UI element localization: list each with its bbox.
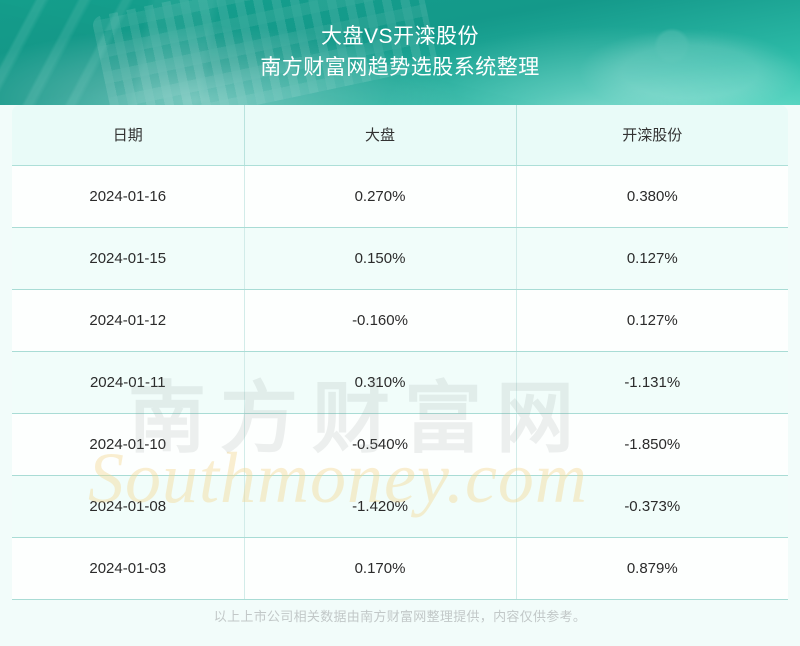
cell-stock: 0.127%: [516, 227, 788, 290]
cell-market: -0.540%: [244, 413, 517, 476]
table-row: 2024-01-10 -0.540% -1.850%: [12, 413, 788, 476]
cell-date: 2024-01-12: [12, 289, 245, 352]
cell-market: -1.420%: [244, 475, 517, 538]
page-subtitle: 南方财富网趋势选股系统整理: [260, 56, 540, 79]
table-row: 2024-01-15 0.150% 0.127%: [12, 227, 788, 290]
cell-date: 2024-01-10: [12, 413, 245, 476]
cell-stock: -1.131%: [516, 351, 788, 414]
cell-stock: -1.850%: [516, 413, 788, 476]
column-header-date: 日期: [12, 105, 245, 166]
table-row: 2024-01-03 0.170% 0.879%: [12, 537, 788, 600]
cell-market: 0.270%: [244, 165, 517, 228]
cell-date: 2024-01-15: [12, 227, 245, 290]
table-header: 日期 大盘 开滦股份: [12, 105, 788, 166]
table-row: 2024-01-08 -1.420% -0.373%: [12, 475, 788, 538]
cell-market: -0.160%: [244, 289, 517, 352]
data-table-container: 日期 大盘 开滦股份 2024-01-16 0.270% 0.380% 2024-01…: [0, 105, 800, 600]
header-texture-overlay: [0, 0, 800, 105]
cell-date: 2024-01-11: [12, 351, 245, 414]
cell-market: 0.310%: [244, 351, 517, 414]
table-header-row: 日期 大盘 开滦股份: [12, 105, 788, 166]
cell-stock: 0.127%: [516, 289, 788, 352]
table-row: 2024-01-11 0.310% -1.131%: [12, 351, 788, 414]
cell-date: 2024-01-16: [12, 165, 245, 228]
cell-market: 0.170%: [244, 537, 517, 600]
table-row: 2024-01-12 -0.160% 0.127%: [12, 289, 788, 352]
cell-stock: 0.879%: [516, 537, 788, 600]
cell-stock: -0.373%: [516, 475, 788, 538]
column-header-market: 大盘: [244, 105, 517, 166]
cell-date: 2024-01-03: [12, 537, 245, 600]
page-title-block: 大盘VS开滦股份 南方财富网趋势选股系统整理: [0, 0, 800, 84]
footer-disclaimer: 以上上市公司相关数据由南方财富网整理提供，内容仅供参考。: [213, 609, 587, 624]
table-row: 2024-01-16 0.270% 0.380%: [12, 165, 788, 228]
column-header-stock: 开滦股份: [516, 105, 788, 166]
stock-comparison-table: 日期 大盘 开滦股份 2024-01-16 0.270% 0.380% 2024-01…: [12, 105, 788, 600]
cell-date: 2024-01-08: [12, 475, 245, 538]
table-body: 2024-01-16 0.270% 0.380% 2024-01-15 0.150% 0.…: [12, 165, 788, 600]
page-header-banner: 大盘VS开滦股份 南方财富网趋势选股系统整理: [0, 0, 800, 105]
cell-stock: 0.380%: [516, 165, 788, 228]
cell-market: 0.150%: [244, 227, 517, 290]
page-title: 大盘VS开滦股份: [320, 25, 479, 48]
